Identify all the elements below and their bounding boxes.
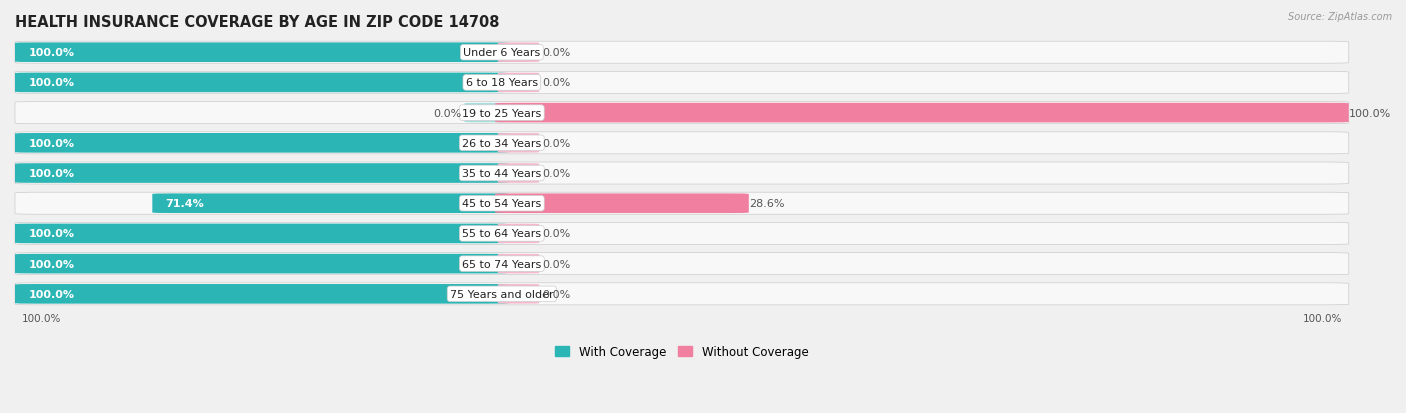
Text: 100.0%: 100.0%: [28, 229, 75, 239]
FancyBboxPatch shape: [498, 164, 538, 183]
Text: 0.0%: 0.0%: [433, 108, 461, 119]
Text: 6 to 18 Years: 6 to 18 Years: [465, 78, 538, 88]
Text: 100.0%: 100.0%: [28, 259, 75, 269]
FancyBboxPatch shape: [15, 133, 1348, 154]
Text: 0.0%: 0.0%: [541, 169, 569, 178]
Text: 100.0%: 100.0%: [1348, 108, 1391, 119]
Text: 75 Years and older: 75 Years and older: [450, 289, 554, 299]
FancyBboxPatch shape: [498, 224, 538, 244]
FancyBboxPatch shape: [15, 283, 1348, 305]
FancyBboxPatch shape: [498, 74, 538, 93]
Text: 55 to 64 Years: 55 to 64 Years: [463, 229, 541, 239]
Text: 0.0%: 0.0%: [541, 78, 569, 88]
FancyBboxPatch shape: [464, 104, 506, 123]
Text: 100.0%: 100.0%: [21, 314, 60, 324]
FancyBboxPatch shape: [15, 102, 1348, 124]
FancyBboxPatch shape: [498, 43, 538, 63]
Text: 0.0%: 0.0%: [541, 289, 569, 299]
FancyBboxPatch shape: [15, 74, 509, 93]
Text: 28.6%: 28.6%: [749, 199, 785, 209]
Text: 19 to 25 Years: 19 to 25 Years: [463, 108, 541, 119]
Text: 100.0%: 100.0%: [28, 289, 75, 299]
Text: 0.0%: 0.0%: [541, 259, 569, 269]
FancyBboxPatch shape: [495, 104, 1348, 123]
FancyBboxPatch shape: [15, 42, 1348, 64]
Text: 71.4%: 71.4%: [166, 199, 204, 209]
FancyBboxPatch shape: [15, 223, 1348, 245]
Text: 100.0%: 100.0%: [28, 48, 75, 58]
FancyBboxPatch shape: [15, 193, 1348, 215]
FancyBboxPatch shape: [15, 224, 509, 244]
Text: 35 to 44 Years: 35 to 44 Years: [463, 169, 541, 178]
Text: HEALTH INSURANCE COVERAGE BY AGE IN ZIP CODE 14708: HEALTH INSURANCE COVERAGE BY AGE IN ZIP …: [15, 15, 499, 30]
Text: Under 6 Years: Under 6 Years: [463, 48, 540, 58]
FancyBboxPatch shape: [498, 285, 538, 304]
Text: 26 to 34 Years: 26 to 34 Years: [463, 138, 541, 148]
Text: 100.0%: 100.0%: [28, 169, 75, 178]
Text: 65 to 74 Years: 65 to 74 Years: [463, 259, 541, 269]
FancyBboxPatch shape: [15, 254, 509, 274]
Text: 100.0%: 100.0%: [28, 138, 75, 148]
Text: 45 to 54 Years: 45 to 54 Years: [463, 199, 541, 209]
FancyBboxPatch shape: [15, 253, 1348, 275]
Text: Source: ZipAtlas.com: Source: ZipAtlas.com: [1288, 12, 1392, 22]
Text: 0.0%: 0.0%: [541, 229, 569, 239]
Text: 0.0%: 0.0%: [541, 138, 569, 148]
Text: 100.0%: 100.0%: [28, 78, 75, 88]
FancyBboxPatch shape: [15, 134, 509, 153]
Legend: With Coverage, Without Coverage: With Coverage, Without Coverage: [551, 341, 813, 363]
FancyBboxPatch shape: [15, 72, 1348, 94]
FancyBboxPatch shape: [495, 194, 749, 214]
FancyBboxPatch shape: [498, 134, 538, 153]
FancyBboxPatch shape: [15, 43, 509, 63]
FancyBboxPatch shape: [15, 164, 509, 183]
FancyBboxPatch shape: [498, 254, 538, 274]
FancyBboxPatch shape: [15, 284, 509, 304]
FancyBboxPatch shape: [152, 194, 509, 214]
FancyBboxPatch shape: [15, 163, 1348, 185]
Text: 0.0%: 0.0%: [541, 48, 569, 58]
Text: 100.0%: 100.0%: [1303, 314, 1343, 324]
